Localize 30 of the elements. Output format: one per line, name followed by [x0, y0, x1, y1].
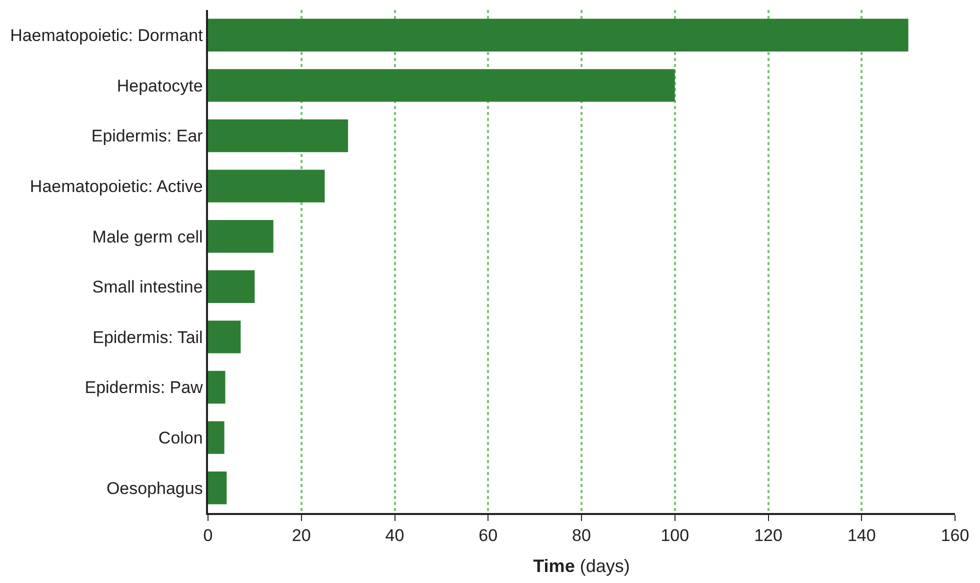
y-tick-label: Oesophagus — [106, 478, 203, 498]
y-tick-label: Epidermis: Paw — [84, 378, 204, 398]
y-tick-label: Epidermis: Ear — [91, 126, 204, 146]
x-tick-label: 100 — [660, 526, 690, 546]
y-tick-label: Epidermis: Tail — [92, 328, 203, 347]
x-axis-title: Time (days) — [533, 556, 630, 576]
bar — [208, 119, 348, 152]
bar — [208, 421, 224, 454]
x-tick-label: 0 — [203, 526, 213, 546]
x-tick-label: 60 — [478, 526, 498, 546]
x-tick-label: 40 — [385, 526, 404, 546]
x-tick-label: 20 — [292, 526, 311, 546]
bar — [208, 370, 226, 404]
x-tick-label: 120 — [754, 526, 782, 546]
bar — [208, 170, 325, 202]
bar — [208, 220, 274, 253]
bar — [208, 69, 675, 102]
bar — [208, 270, 255, 303]
y-tick-label: Hepatocyte — [116, 76, 203, 96]
bar — [208, 18, 908, 52]
y-tick-label: Haematopoietic: Dormant — [10, 26, 204, 46]
y-tick-label: Small intestine — [92, 278, 203, 297]
y-tick-label: Male germ cell — [92, 227, 203, 246]
bar — [208, 320, 241, 354]
bar — [208, 472, 227, 504]
y-tick-label: Colon — [158, 428, 203, 448]
x-tick-label: 160 — [940, 526, 970, 546]
y-tick-label: Haematopoietic: Active — [30, 177, 203, 196]
x-tick-label: 140 — [847, 526, 876, 546]
x-tick-label: 80 — [572, 526, 591, 546]
